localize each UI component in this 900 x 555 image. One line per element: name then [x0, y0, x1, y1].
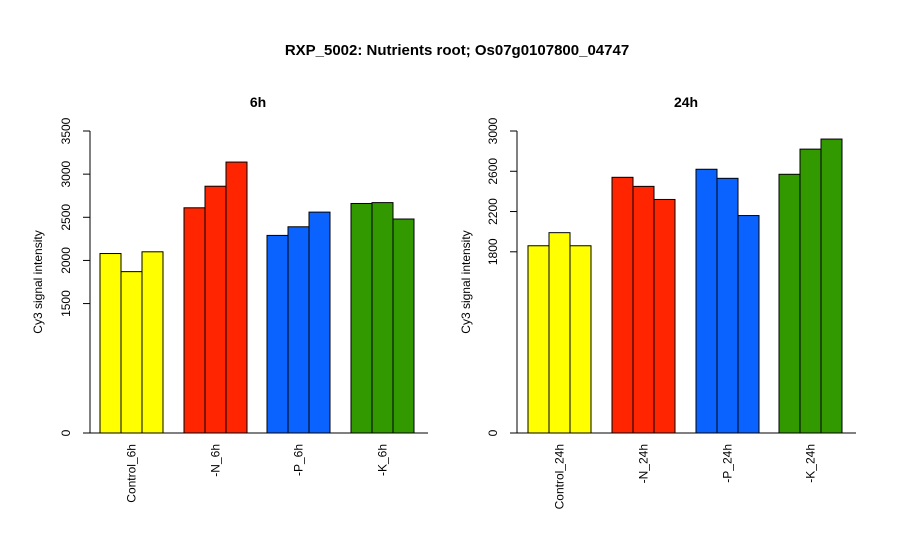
bar	[371, 202, 394, 434]
bar	[737, 215, 760, 434]
y-tick-label: 3000	[59, 160, 73, 187]
bar	[308, 211, 331, 434]
x-category-label: -N_6h	[209, 444, 223, 477]
bar	[778, 173, 801, 434]
bar	[695, 168, 718, 434]
y-tick-label: 3500	[59, 117, 73, 144]
x-category-label: -K_6h	[376, 444, 390, 476]
x-category-label: Control_24h	[553, 444, 567, 509]
bar	[204, 185, 227, 434]
y-axis-label: Cy3 signal intensity	[459, 230, 473, 333]
y-tick-label: 2600	[486, 158, 500, 185]
bar	[266, 234, 289, 434]
x-category-label: -P_24h	[721, 444, 735, 483]
figure-title: RXP_5002: Nutrients root; Os07g0107800_0…	[285, 42, 629, 59]
panel-title: 24h	[674, 94, 698, 110]
bar	[632, 185, 655, 434]
bar	[527, 245, 550, 434]
y-tick-label: 2200	[486, 198, 500, 225]
y-tick-label: 2500	[59, 204, 73, 231]
bar	[183, 207, 206, 434]
bar	[141, 251, 164, 434]
panel-title: 6h	[250, 94, 266, 110]
x-category-label: -N_24h	[637, 444, 651, 483]
bar	[716, 177, 739, 434]
bar	[350, 202, 373, 434]
bar	[820, 138, 843, 434]
x-category-label: Control_6h	[125, 444, 139, 503]
bar	[611, 176, 634, 434]
bar	[99, 253, 122, 434]
x-category-label: -K_24h	[804, 444, 818, 483]
y-axis-label: Cy3 signal intensity	[31, 230, 45, 333]
bar	[392, 218, 415, 434]
bar	[120, 271, 143, 434]
bar	[287, 226, 310, 434]
bar	[548, 232, 571, 434]
y-tick-label: 2000	[59, 247, 73, 274]
y-tick-label: 3000	[486, 117, 500, 144]
bar	[569, 245, 592, 434]
y-tick-label: 0	[486, 429, 500, 436]
y-tick-label: 1500	[59, 290, 73, 317]
bar	[653, 198, 676, 434]
y-tick-label: 0	[59, 429, 73, 436]
x-category-label: -P_6h	[292, 444, 306, 476]
y-tick-label: 1800	[486, 238, 500, 265]
bar	[799, 148, 822, 434]
bar	[225, 161, 248, 434]
